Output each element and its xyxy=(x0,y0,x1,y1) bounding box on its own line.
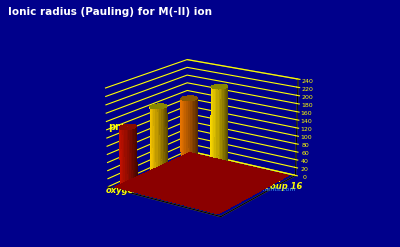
Text: Ionic radius (Pauling) for M(-II) ion: Ionic radius (Pauling) for M(-II) ion xyxy=(8,7,212,17)
